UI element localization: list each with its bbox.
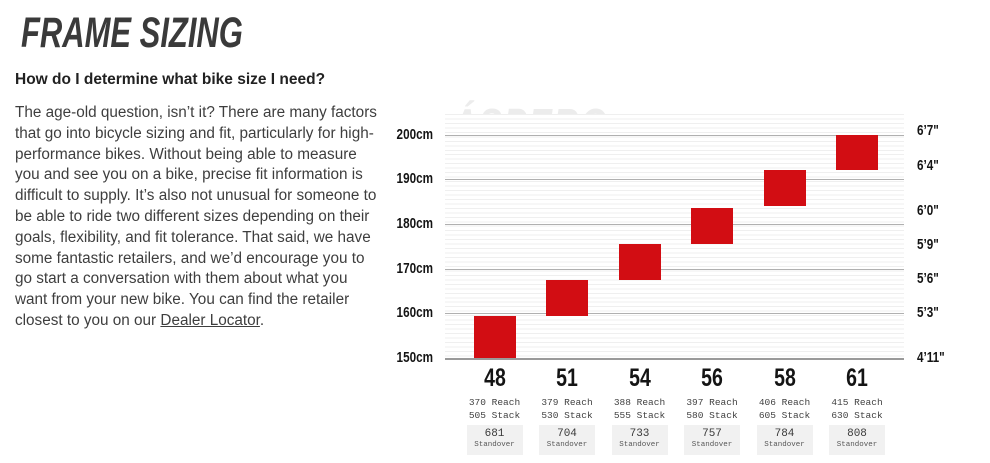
dealer-locator-link[interactable]: Dealer Locator: [160, 311, 260, 329]
size-label-61: 61: [846, 364, 868, 392]
page-title: FRAME SIZING: [21, 9, 243, 57]
reach-value-58: 406 Reach: [758, 397, 811, 408]
standover-box-61: 808 Standover: [829, 425, 885, 455]
y-axis-right-tick: 6’0": [917, 201, 939, 219]
standover-box-54: 733 Standover: [611, 425, 668, 455]
stack-value-56: 580 Stack: [686, 410, 738, 421]
height-range-bar-54: [618, 244, 661, 280]
y-axis-right-tick: 5’3": [917, 304, 939, 322]
size-label-54: 54: [628, 364, 651, 392]
reach-value-56: 397 Reach: [686, 397, 738, 408]
height-range-bar-61: [836, 134, 878, 171]
standover-label: Standover: [691, 441, 733, 449]
reach-value-48: 370 Reach: [468, 397, 521, 408]
height-range-bar-51: [546, 279, 588, 316]
height-range-bar-48: [473, 315, 516, 358]
grid-line-170cm: [445, 268, 904, 270]
y-axis-right-tick: 5’9": [917, 235, 939, 253]
intro-text: The age-old question, isn’t it? There ar…: [15, 104, 377, 329]
grid-line-150cm: [445, 358, 904, 360]
y-axis-left-tick: 180cm: [396, 214, 433, 232]
standover-value: 784: [774, 428, 795, 440]
stack-value-61: 630 Stack: [831, 410, 883, 421]
standover-box-56: 757 Standover: [684, 425, 740, 455]
standover-label: Standover: [546, 441, 588, 449]
question-subheading: How do I determine what bike size I need…: [15, 71, 326, 88]
y-axis-left-tick: 150cm: [396, 349, 433, 366]
y-axis-left-tick: 200cm: [396, 125, 433, 143]
y-axis-left-tick: 170cm: [396, 259, 433, 277]
y-axis-right-tick: 6’7": [917, 122, 939, 140]
y-axis-left-tick: 190cm: [396, 170, 433, 188]
standover-box-51: 704 Standover: [539, 425, 595, 455]
size-label-56: 56: [701, 364, 723, 392]
intro-text-end: .: [259, 311, 265, 329]
y-axis-right-tick: 6’4": [917, 156, 939, 174]
reach-value-51: 379 Reach: [541, 397, 593, 408]
standover-box-48: 681 Standover: [466, 425, 523, 455]
size-label-48: 48: [483, 364, 506, 392]
standover-label: Standover: [836, 441, 878, 449]
reach-value-61: 415 Reach: [831, 397, 883, 408]
stack-value-51: 530 Stack: [541, 410, 593, 421]
standover-box-58: 784 Standover: [756, 425, 813, 455]
stack-value-54: 555 Stack: [613, 410, 666, 421]
stack-value-48: 505 Stack: [468, 410, 521, 421]
y-axis-right-tick: 5’6": [917, 270, 939, 288]
standover-value: 757: [702, 428, 722, 440]
reach-value-54: 388 Reach: [613, 397, 666, 408]
size-label-51: 51: [556, 364, 578, 392]
standover-label: Standover: [474, 441, 515, 449]
y-axis-left-tick: 160cm: [396, 304, 433, 322]
minor-gridlines: [445, 114, 904, 359]
standover-value: 681: [484, 428, 505, 440]
grid-line-160cm: [445, 313, 904, 315]
stack-value-58: 605 Stack: [758, 410, 811, 421]
intro-paragraph: The age-old question, isn’t it? There ar…: [15, 103, 379, 332]
standover-label: Standover: [764, 441, 805, 449]
standover-value: 808: [847, 428, 867, 440]
standover-value: 733: [629, 428, 650, 440]
y-axis-right-tick: 4’11": [917, 349, 945, 367]
grid-line-190cm: [445, 179, 904, 181]
standover-label: Standover: [619, 441, 660, 449]
grid-line-200cm: [445, 134, 904, 136]
height-range-bar-56: [691, 208, 733, 244]
size-label-58: 58: [773, 364, 796, 392]
height-range-bar-58: [763, 170, 806, 206]
standover-value: 704: [557, 428, 577, 440]
grid-line-180cm: [445, 223, 904, 225]
